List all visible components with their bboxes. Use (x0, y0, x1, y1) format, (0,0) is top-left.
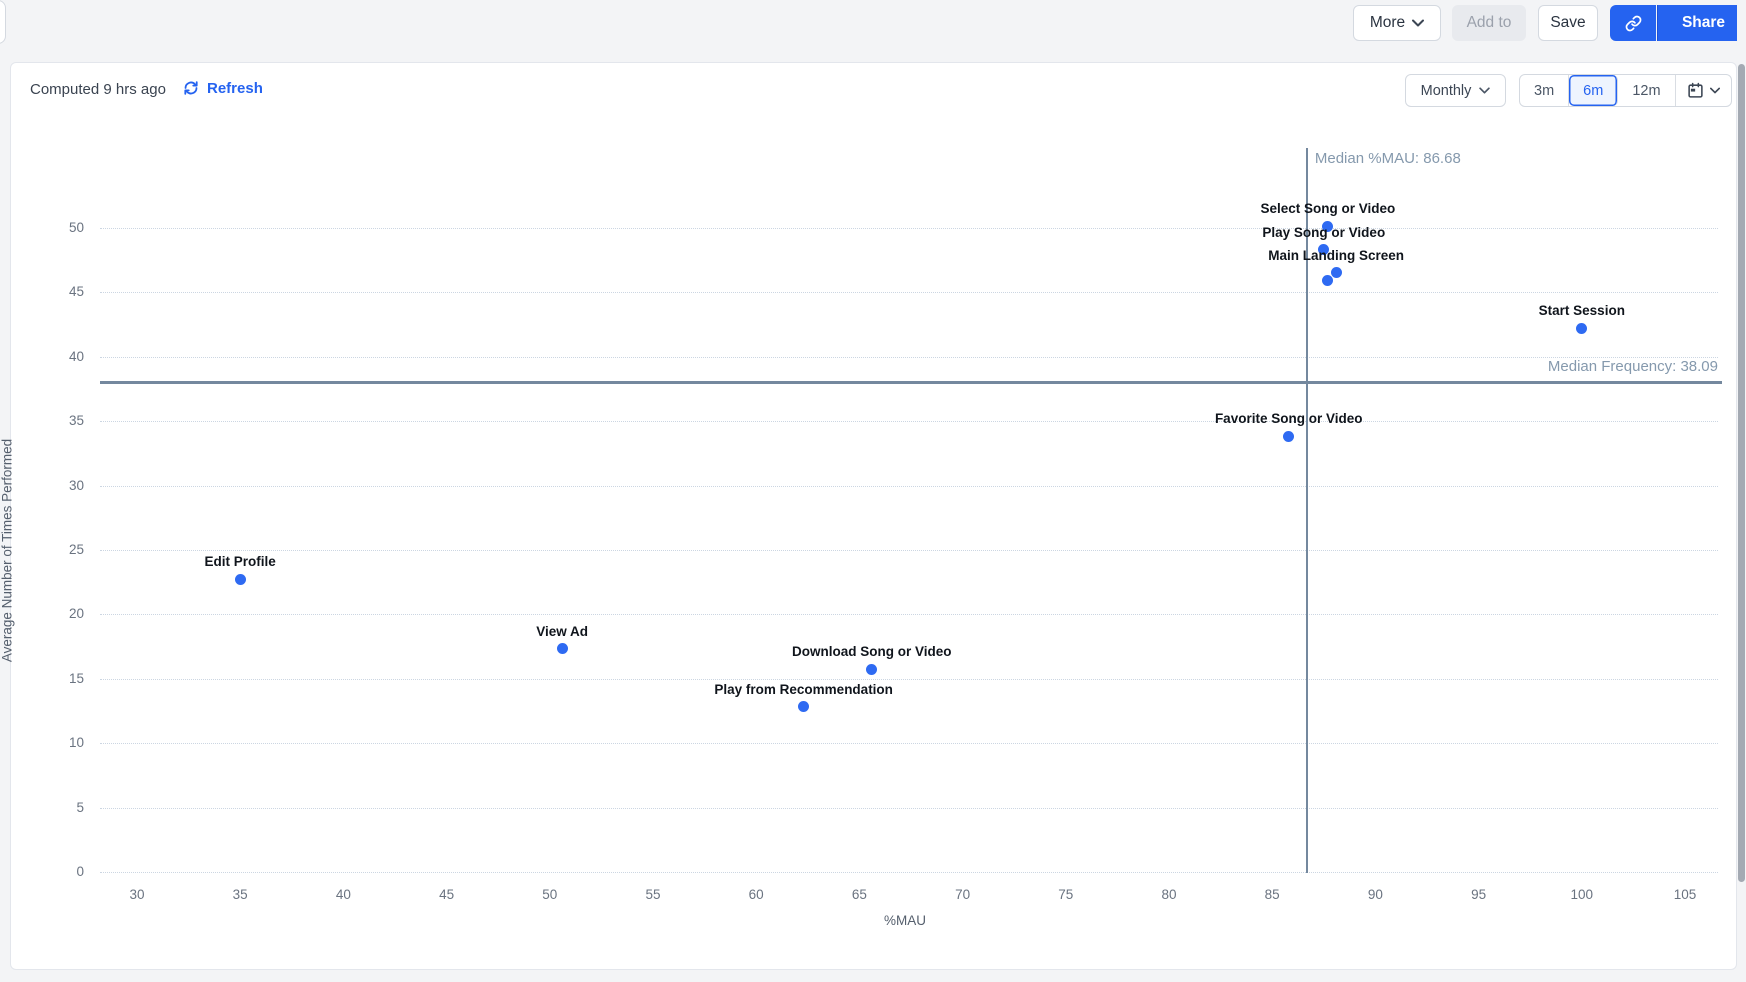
y-tick-label: 35 (68, 413, 84, 429)
date-range-calendar-button[interactable] (1676, 75, 1731, 106)
data-point[interactable] (556, 643, 568, 655)
x-tick-label: 100 (1570, 887, 1594, 902)
y-gridline (100, 292, 1718, 294)
x-tick-label: 55 (645, 887, 661, 902)
save-button-label: Save (1550, 14, 1586, 31)
x-tick-label: 90 (1367, 887, 1383, 902)
x-tick-label: 80 (1161, 887, 1177, 902)
y-tick-label: 40 (68, 348, 84, 364)
x-tick-label: 85 (1264, 887, 1280, 902)
add-to-button-label: Add to (1466, 14, 1512, 31)
data-point[interactable] (1283, 430, 1295, 442)
y-tick-label: 15 (68, 670, 84, 686)
y-gridline (100, 356, 1718, 358)
y-gridline (100, 743, 1718, 745)
y-gridline (100, 614, 1718, 616)
median-mau-label: Median %MAU: 86.68 (1314, 150, 1461, 167)
save-button[interactable]: Save (1538, 5, 1598, 41)
refresh-icon (182, 79, 200, 97)
x-tick-label: 40 (335, 887, 351, 902)
y-gridline (100, 678, 1718, 680)
copy-link-button[interactable] (1610, 5, 1656, 41)
interval-dropdown-value: Monthly (1420, 82, 1472, 99)
chart-card (10, 62, 1737, 970)
y-tick-label: 10 (68, 735, 84, 751)
y-tick-label: 50 (68, 220, 84, 235)
vertical-scrollbar-track (1737, 0, 1746, 982)
y-gridline (100, 872, 1718, 873)
y-tick-label: 30 (68, 477, 84, 493)
y-gridline (100, 228, 1718, 229)
calendar-icon (1687, 82, 1704, 99)
computed-timestamp: Computed 9 hrs ago (30, 81, 166, 98)
x-tick-label: 30 (129, 887, 145, 902)
y-axis-title: Average Number of Times Performed (0, 438, 15, 663)
y-gridline (100, 550, 1718, 551)
range-button-group: 3m 6m 12m (1519, 74, 1732, 107)
point-label: View Ad (536, 623, 589, 639)
y-tick-label: 45 (68, 284, 84, 300)
x-tick-label: 35 (232, 887, 248, 902)
y-gridline (100, 807, 1718, 809)
point-label: Edit Profile (204, 554, 276, 570)
point-label: Download Song or Video (792, 644, 952, 660)
median-frequency-label: Median Frequency: 38.09 (1547, 358, 1718, 376)
y-tick-label: 20 (68, 606, 84, 622)
range-option-6m[interactable]: 6m (1569, 75, 1619, 106)
x-tick-label: 95 (1471, 887, 1487, 902)
link-icon (1625, 15, 1642, 32)
median-mau-line (1305, 148, 1308, 873)
range-option-12m[interactable]: 12m (1618, 75, 1676, 106)
data-point[interactable] (1322, 275, 1334, 287)
point-label: Main Landing Screen (1268, 247, 1405, 263)
x-tick-label: 70 (955, 887, 971, 902)
refresh-button[interactable]: Refresh (182, 79, 263, 97)
point-label: Play Song or Video (1262, 224, 1386, 240)
more-button-label: More (1369, 14, 1406, 31)
x-tick-label: 105 (1673, 887, 1697, 902)
data-point[interactable] (1576, 322, 1588, 334)
add-to-button[interactable]: Add to (1452, 5, 1526, 41)
range-option-3m[interactable]: 3m (1520, 75, 1570, 106)
x-tick-label: 45 (439, 887, 455, 902)
share-button-label: Share (1681, 14, 1726, 31)
median-frequency-line (100, 380, 1722, 384)
x-axis-title: %MAU (883, 913, 926, 928)
data-point[interactable] (798, 701, 810, 713)
y-gridline (100, 485, 1718, 487)
more-button[interactable]: More (1353, 5, 1441, 41)
point-label: Favorite Song or Video (1214, 411, 1363, 427)
x-tick-label: 75 (1058, 887, 1074, 902)
data-point[interactable] (1330, 267, 1342, 279)
vertical-scrollbar-thumb[interactable] (1738, 64, 1745, 882)
x-tick-label: 50 (542, 887, 558, 902)
chevron-down-icon (1709, 87, 1720, 94)
share-button[interactable]: Share (1657, 5, 1746, 41)
point-label: Select Song or Video (1260, 201, 1396, 217)
data-point[interactable] (866, 663, 878, 675)
chevron-down-icon (1412, 19, 1425, 27)
y-tick-label: 5 (76, 799, 84, 815)
point-label: Play from Recommendation (714, 681, 893, 697)
x-tick-label: 65 (851, 887, 867, 902)
cutoff-left-button[interactable] (0, 0, 6, 44)
point-label: Start Session (1538, 303, 1625, 319)
chevron-down-icon (1479, 87, 1491, 94)
y-gridline (100, 421, 1718, 423)
y-tick-label: 25 (68, 542, 84, 557)
data-point[interactable] (1318, 244, 1330, 256)
y-tick-label: 0 (76, 864, 84, 879)
x-tick-label: 60 (748, 887, 764, 902)
data-point[interactable] (1322, 220, 1334, 232)
data-point[interactable] (234, 573, 246, 585)
interval-dropdown[interactable]: Monthly (1405, 74, 1506, 107)
refresh-button-label: Refresh (207, 79, 263, 97)
